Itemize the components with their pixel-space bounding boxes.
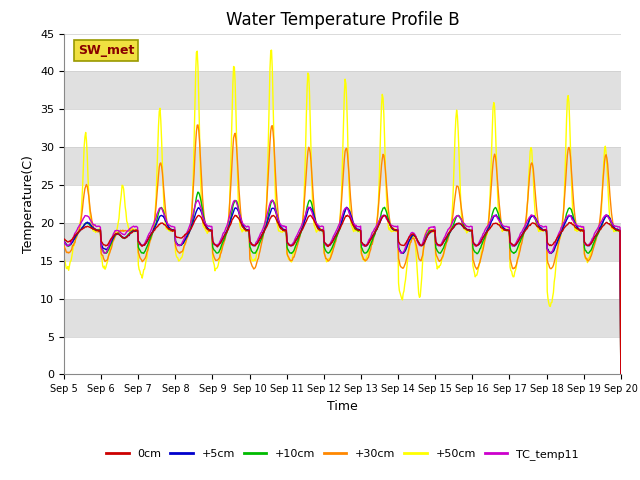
Bar [64, 72, 621, 109]
X-axis label: Time: Time [327, 400, 358, 413]
Legend: 0cm, +5cm, +10cm, +30cm, +50cm, TC_temp11: 0cm, +5cm, +10cm, +30cm, +50cm, TC_temp1… [102, 444, 583, 464]
Title: Water Temperature Profile B: Water Temperature Profile B [225, 11, 460, 29]
Text: SW_met: SW_met [78, 44, 134, 57]
Y-axis label: Temperature(C): Temperature(C) [22, 155, 35, 253]
Bar [64, 299, 621, 336]
Bar [64, 223, 621, 261]
Bar [64, 147, 621, 185]
